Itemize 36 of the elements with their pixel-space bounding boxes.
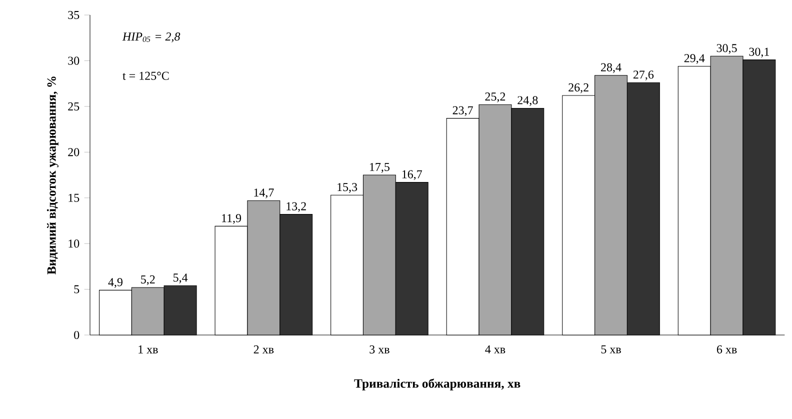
- x-tick-label: 6 хв: [716, 345, 737, 354]
- y-tick-label: 20: [68, 148, 80, 156]
- x-tick-label: 5 хв: [601, 345, 621, 354]
- data-label: 26,2: [568, 83, 588, 94]
- annotation: НІР$_{05}$ = 2,8: [122, 32, 180, 42]
- y-tick-label: 35: [68, 10, 80, 20]
- data-label: 27,6: [633, 70, 654, 80]
- y-axis-title: Видимий відсоток ужарювання, %: [46, 76, 58, 274]
- data-label: 14,7: [254, 188, 274, 198]
- data-label: 4,9: [108, 278, 122, 288]
- x-tick-label: 3 хв: [370, 345, 390, 354]
- y-tick-label: 0: [74, 330, 80, 340]
- data-label: 16,7: [402, 170, 422, 180]
- data-label: 30,5: [716, 44, 737, 54]
- x-tick-label: 1 хв: [138, 345, 158, 354]
- y-tick-label: 10: [68, 240, 80, 248]
- data-label: 25,2: [485, 92, 506, 102]
- data-label: 5,2: [141, 275, 155, 286]
- data-label: 24,8: [518, 96, 538, 106]
- y-tick-label: 15: [68, 194, 80, 202]
- y-tick-label: 5: [74, 285, 80, 294]
- x-tick-label: 2 хв: [254, 345, 274, 354]
- annotation: t = 125°C: [122, 72, 169, 80]
- data-label: 15,3: [338, 183, 358, 193]
- y-tick-label: 30: [68, 56, 80, 65]
- data-label: 30,1: [749, 48, 769, 58]
- data-label: 29,4: [684, 54, 705, 64]
- data-label: 28,4: [601, 63, 622, 74]
- x-tick-label: 4 хв: [485, 345, 506, 354]
- data-label: 23,7: [452, 106, 473, 116]
- data-label: 5,4: [174, 274, 188, 284]
- data-label: 13,2: [286, 202, 306, 212]
- x-axis-title: Тривалість обжарювання, хв: [354, 378, 520, 390]
- data-label: 11,9: [222, 214, 242, 224]
- data-label: 17,5: [370, 162, 390, 173]
- y-tick-label: 25: [68, 102, 80, 110]
